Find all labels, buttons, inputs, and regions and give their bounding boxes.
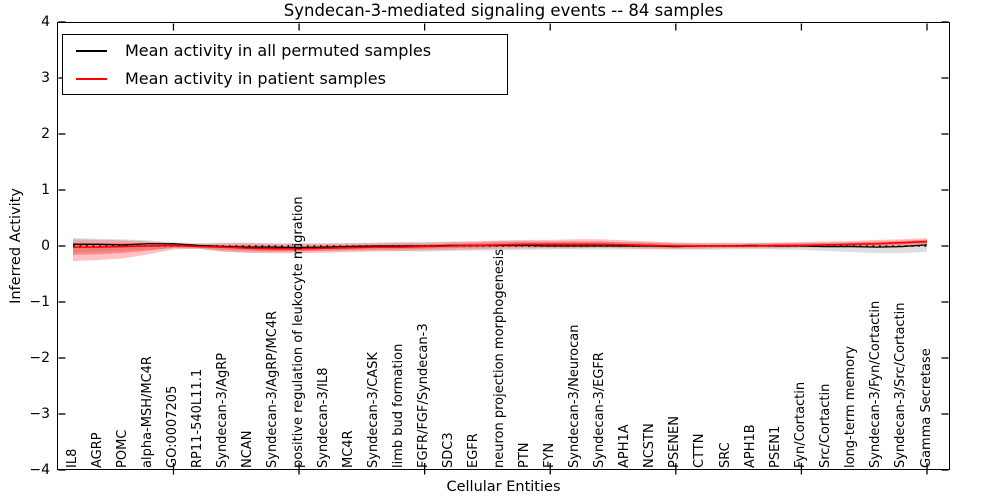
y-tick-label: −2 [29, 350, 50, 366]
x-tick-label: Fyn/Cortactin [792, 381, 808, 468]
x-tick-label: FGFR/FGF/Syndecan-3 [416, 323, 432, 468]
x-tick-label: Syndecan-3/CASK [365, 352, 381, 468]
x-tick-label: long-term memory [843, 345, 859, 468]
x-tick-label: Syndecan-3/Src/Cortactin [893, 302, 909, 468]
x-tick-label: Gamma Secretase [918, 348, 934, 468]
x-tick-label: Syndecan-3/AgRP/MC4R [265, 310, 281, 468]
x-tick-label: NCSTN [642, 423, 658, 468]
x-tick-label: FYN [541, 442, 557, 468]
plot-area [57, 22, 950, 470]
x-tick-label: PSENEN [667, 416, 683, 468]
y-tick-label: 0 [41, 238, 50, 254]
x-tick-label: EGFR [466, 433, 482, 468]
x-tick-label: AGRP [89, 432, 105, 468]
chart-title: Syndecan-3-mediated signaling events -- … [283, 1, 724, 20]
x-tick-label: Syndecan-3/IL8 [315, 367, 331, 468]
x-tick-label: POMC [114, 429, 130, 468]
x-tick-label: neuron projection morphogenesis [491, 249, 507, 468]
y-tick-label: 2 [41, 126, 50, 142]
x-tick-label: MC4R [340, 430, 356, 468]
x-tick-label: CTTN [692, 433, 708, 468]
x-tick-label: APH1A [617, 424, 633, 468]
x-tick-label: Src/Cortactin [818, 383, 834, 468]
x-tick-label: IL8 [64, 448, 80, 468]
patient-mean-line [73, 240, 928, 250]
legend-entry-permuted: Mean activity in all permuted samples [63, 37, 507, 65]
x-tick-label: Syndecan-3/Neurocan [566, 324, 582, 468]
y-tick-label: −1 [29, 294, 50, 310]
patient-line-swatch [76, 77, 107, 80]
y-tick-label: 4 [41, 14, 50, 30]
x-tick-label: alpha-MSH/MC4R [139, 356, 155, 468]
legend-label-patient: Mean activity in patient samples [125, 69, 386, 88]
patient-band-inner [73, 239, 927, 255]
y-tick-label: 3 [41, 70, 50, 86]
x-tick-label: Syndecan-3/EGFR [591, 352, 607, 468]
y-tick-label: −4 [29, 462, 50, 478]
x-tick-label: GO:0007205 [164, 385, 180, 468]
x-tick-label: PTN [516, 442, 532, 468]
x-tick-label: positive regulation of leukocyte migrati… [290, 196, 306, 468]
x-tick-label: PSEN1 [767, 425, 783, 468]
patient-band-outer [73, 238, 927, 262]
x-axis-label: Cellular Entities [446, 479, 561, 495]
x-tick-label: SDC3 [441, 432, 457, 468]
legend: Mean activity in all permuted samples Me… [62, 34, 508, 95]
permuted-line-swatch [76, 49, 107, 52]
y-tick-label: 1 [41, 182, 50, 198]
x-tick-label: Syndecan-3/AgRP [215, 352, 231, 468]
x-tick-label: limb bud formation [391, 343, 407, 468]
x-tick-label: RP11-540L11.1 [190, 368, 206, 468]
x-tick-label: SRC [717, 442, 733, 468]
x-tick-label: Syndecan-3/Fyn/Cortactin [868, 300, 884, 468]
x-tick-label: APH1B [742, 424, 758, 468]
legend-label-permuted: Mean activity in all permuted samples [125, 41, 432, 60]
x-tick-label: NCAN [240, 430, 256, 468]
legend-entry-patient: Mean activity in patient samples [63, 65, 507, 93]
y-tick-label: −3 [29, 406, 50, 422]
